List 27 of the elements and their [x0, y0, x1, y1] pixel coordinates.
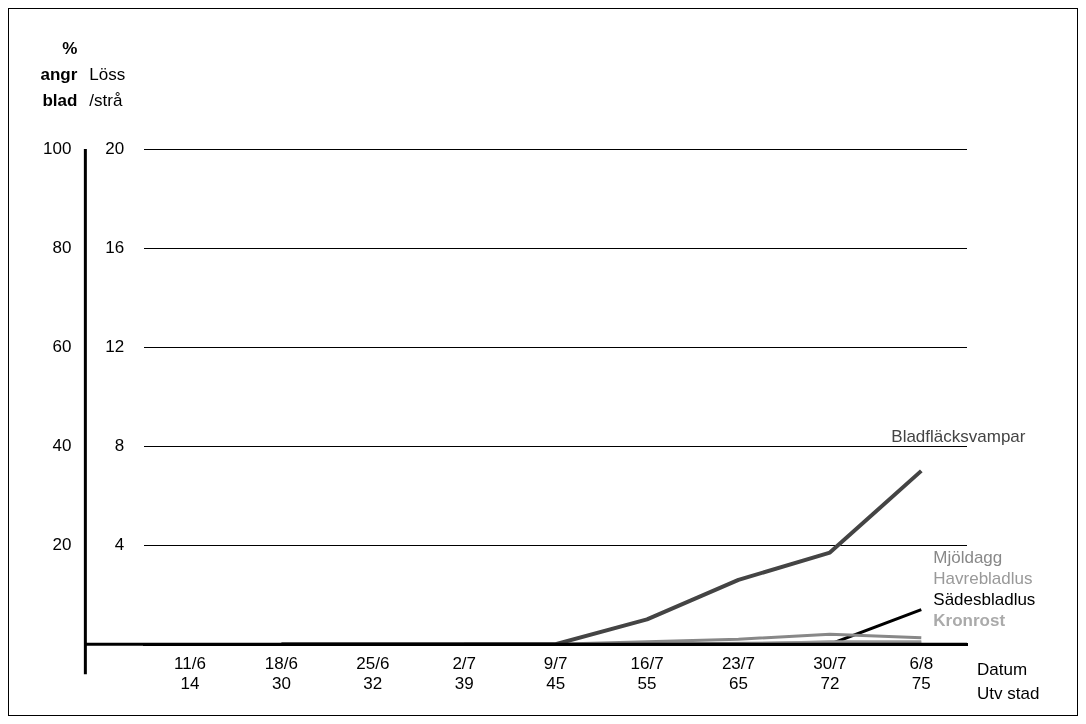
text: Mjöldagg — [933, 547, 1003, 567]
text: Bladfläcksvampar — [891, 426, 1026, 446]
x-tick-label: 6/8 75 — [909, 654, 934, 694]
y-tick-label: 40 — [52, 435, 72, 455]
y-tick-label: 100 — [42, 138, 72, 158]
x-tick-label: 18/6 30 — [264, 654, 298, 694]
y-axis-title: % angr blad — [40, 38, 78, 110]
y-tick-label: 20 — [52, 534, 72, 554]
x-tick-label: 2/7 39 — [452, 654, 477, 694]
x-tick-label: 25/6 32 — [356, 654, 390, 694]
x-tick-label: 30/7 72 — [813, 654, 847, 694]
y2-tick-label: 12 — [105, 336, 125, 356]
x-tick-label: 9/7 45 — [543, 654, 568, 694]
y2-tick-label: 20 — [105, 138, 125, 158]
x-tick-label: 16/7 55 — [630, 654, 664, 694]
text: Havrebladlus — [933, 568, 1033, 588]
y2-tick-label: 16 — [105, 237, 125, 257]
y2-tick-label: 4 — [114, 534, 125, 554]
y2-axis-title: Löss /strå — [89, 64, 126, 110]
y2-tick-label: 8 — [114, 435, 125, 455]
series-label: Kronrost — [933, 610, 1006, 630]
y-tick-label: 80 — [52, 237, 72, 257]
series-label: Sädesbladlus — [933, 589, 1036, 609]
x-tick-label: 23/7 65 — [721, 654, 756, 694]
y-tick-label: 60 — [52, 336, 72, 356]
x-axis-title: Datum Utv stad — [977, 659, 1040, 703]
x-tick-label: 11/6 14 — [174, 654, 206, 694]
